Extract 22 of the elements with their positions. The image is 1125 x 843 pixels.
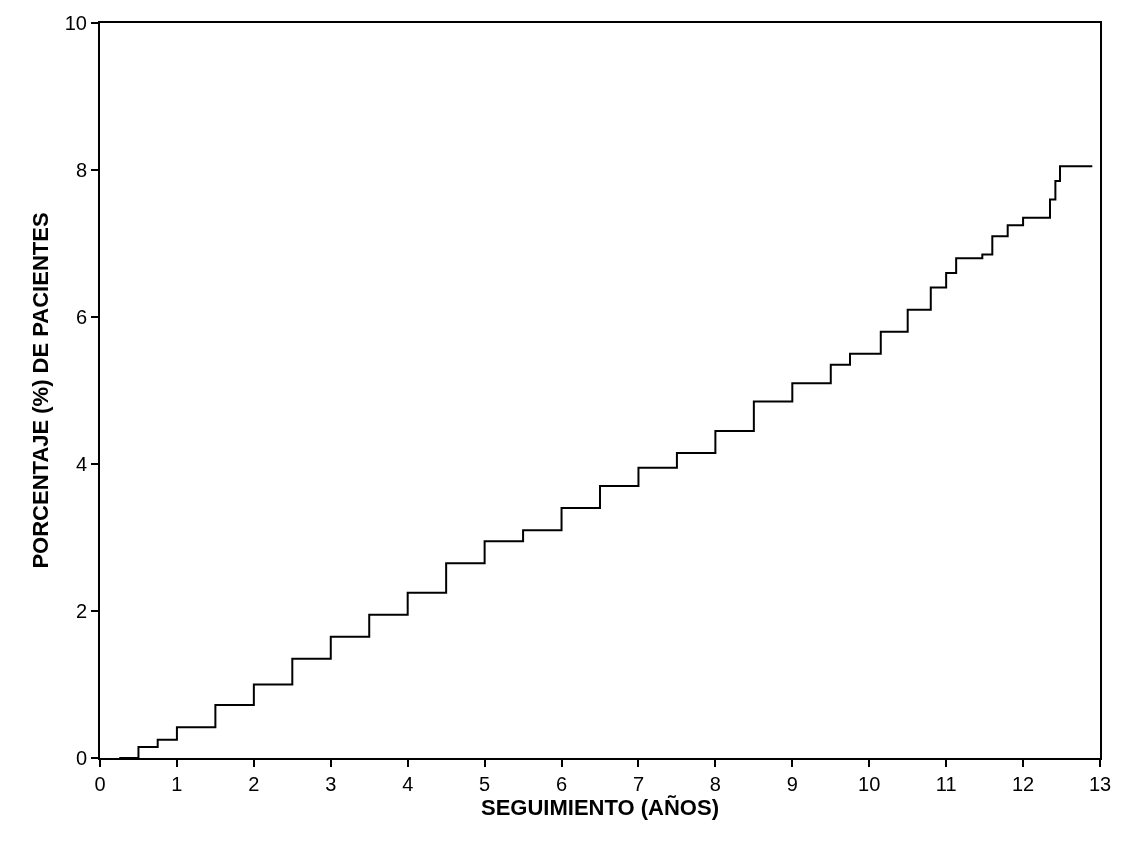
x-tick-label: 1 — [171, 773, 183, 795]
x-tick-label: 10 — [858, 773, 881, 795]
y-tick-label: 2 — [75, 600, 87, 622]
x-tick-label: 9 — [786, 773, 798, 795]
x-tick-label: 3 — [325, 773, 337, 795]
x-tick-label: 11 — [935, 773, 957, 795]
x-tick-label: 4 — [402, 773, 414, 795]
x-tick-label: 8 — [709, 773, 721, 795]
y-tick-label: 0 — [75, 747, 87, 769]
x-axis-title: SEGUIMIENTO (AÑOS) — [481, 795, 719, 820]
x-tick-label: 2 — [248, 773, 260, 795]
y-tick-label: 6 — [75, 306, 87, 328]
y-tick-label: 10 — [64, 12, 87, 34]
y-tick-label: 8 — [75, 159, 87, 181]
x-tick-label: 5 — [479, 773, 491, 795]
x-tick-label: 7 — [632, 773, 645, 795]
x-tick-label: 6 — [555, 773, 568, 795]
y-tick-label: 4 — [75, 453, 87, 475]
x-tick-label: 13 — [1088, 773, 1112, 795]
x-tick-label: 12 — [1011, 773, 1035, 795]
x-tick-label: 0 — [94, 773, 106, 795]
y-axis-title: PORCENTAJE (%) DE PACIENTES — [28, 212, 54, 569]
